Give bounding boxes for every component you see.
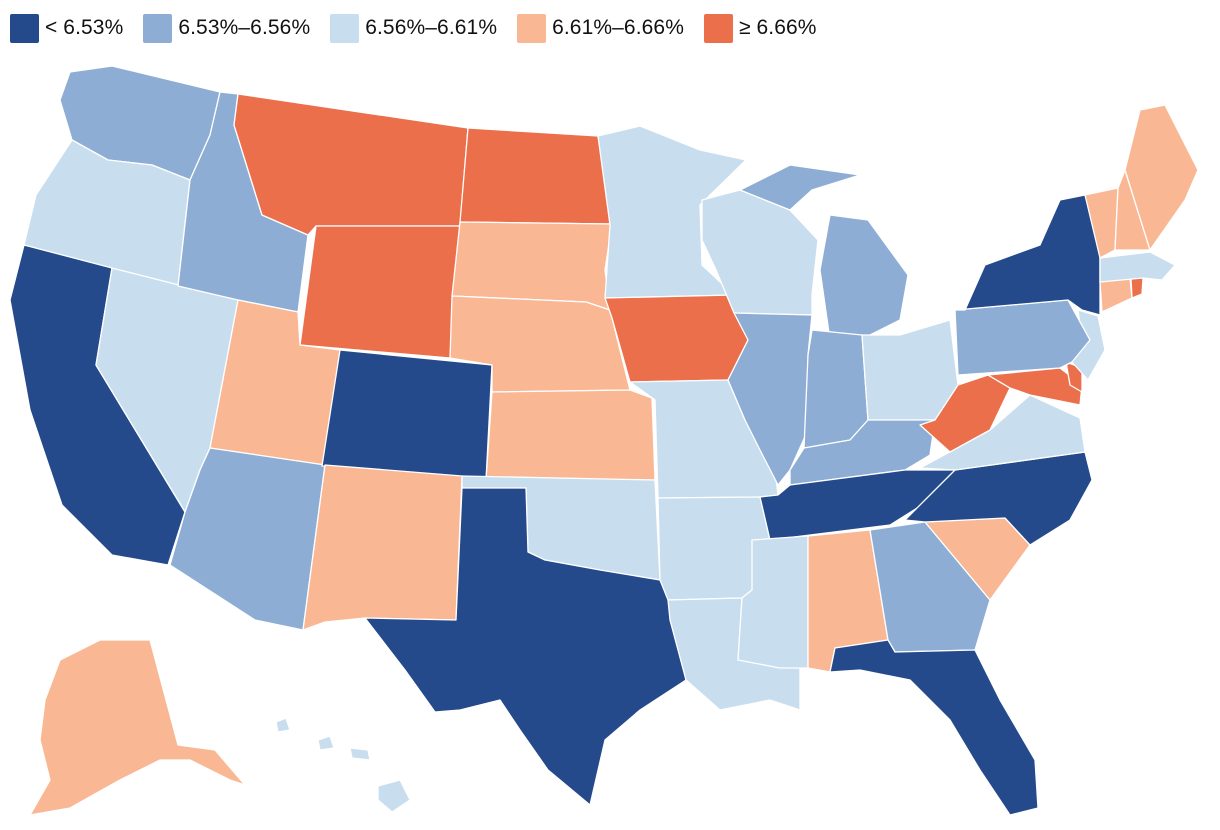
legend-item-high: 6.61%–6.66% — [517, 13, 684, 43]
state-kentucky[interactable] — [789, 419, 936, 486]
state-tennessee[interactable] — [759, 469, 956, 541]
state-iowa[interactable] — [604, 294, 749, 383]
legend-swatch-high — [517, 13, 547, 43]
legend-label-low: 6.53%–6.56% — [178, 16, 311, 39]
state-alaska[interactable] — [29, 639, 246, 816]
legend-item-highest: ≥ 6.66% — [703, 13, 817, 43]
state-rhode-island[interactable] — [1130, 277, 1144, 299]
state-ohio[interactable] — [861, 319, 959, 421]
state-texas[interactable] — [364, 487, 687, 806]
state-montana[interactable] — [233, 93, 469, 236]
legend-label-mid: 6.56%–6.61% — [365, 16, 498, 39]
legend-swatch-mid — [330, 13, 360, 43]
state-pennsylvania[interactable] — [954, 299, 1091, 376]
state-illinois[interactable] — [727, 312, 813, 486]
state-hawaii[interactable] — [275, 717, 411, 813]
state-florida[interactable] — [829, 639, 1039, 816]
state-maine[interactable] — [1124, 104, 1199, 251]
state-new-mexico[interactable] — [302, 464, 463, 631]
state-new-york[interactable] — [954, 194, 1101, 316]
state-kansas[interactable] — [485, 389, 656, 481]
legend-label-lowest: < 6.53% — [45, 16, 124, 39]
state-connecticut[interactable] — [1099, 277, 1133, 313]
state-colorado[interactable] — [321, 349, 493, 481]
state-michigan[interactable] — [739, 164, 909, 341]
legend: < 6.53% 6.53%–6.56% 6.56%–6.61% 6.61%–6.… — [10, 13, 837, 43]
state-minnesota[interactable] — [597, 125, 747, 299]
legend-label-high: 6.61%–6.66% — [552, 16, 684, 39]
legend-swatch-lowest — [10, 13, 39, 43]
legend-swatch-low — [143, 13, 173, 43]
legend-item-lowest: < 6.53% — [10, 13, 124, 43]
state-north-dakota[interactable] — [459, 127, 613, 225]
legend-item-mid: 6.56%–6.61% — [330, 13, 498, 43]
legend-label-highest: ≥ 6.66% — [738, 16, 817, 39]
state-wyoming[interactable] — [299, 225, 461, 359]
state-massachusetts[interactable] — [1099, 251, 1176, 283]
legend-item-low: 6.53%–6.56% — [143, 13, 311, 43]
legend-swatch-highest — [703, 13, 733, 43]
